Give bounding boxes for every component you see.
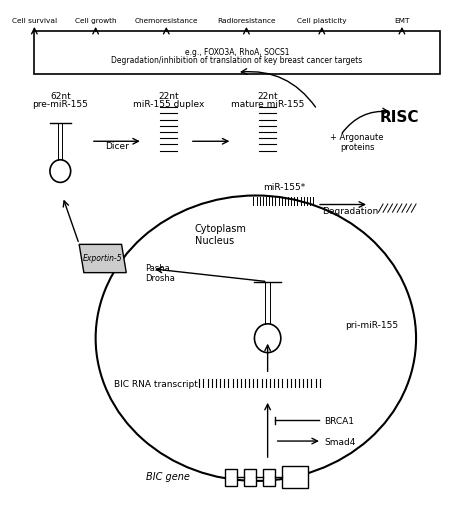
- Text: 22nt: 22nt: [257, 92, 278, 101]
- Text: 22nt: 22nt: [158, 92, 179, 101]
- FancyBboxPatch shape: [244, 469, 256, 486]
- FancyBboxPatch shape: [263, 469, 275, 486]
- Text: Cell growth: Cell growth: [75, 18, 117, 24]
- FancyBboxPatch shape: [282, 466, 308, 489]
- FancyBboxPatch shape: [225, 469, 237, 486]
- Text: Radioresistance: Radioresistance: [217, 18, 276, 24]
- Text: Cytoplasm: Cytoplasm: [195, 224, 246, 234]
- Text: mature miR-155: mature miR-155: [231, 100, 304, 109]
- Text: Pasha: Pasha: [145, 264, 170, 273]
- Text: Degradation/inhibition of translation of key breast cancer targets: Degradation/inhibition of translation of…: [111, 56, 363, 65]
- Text: miR-155*: miR-155*: [263, 183, 305, 192]
- Text: + Argonaute
proteins: + Argonaute proteins: [330, 133, 384, 153]
- Text: BRCA1: BRCA1: [324, 417, 354, 426]
- Text: Drosha: Drosha: [145, 273, 175, 282]
- Text: pri-miR-155: pri-miR-155: [346, 321, 399, 330]
- Text: miR-155 duplex: miR-155 duplex: [133, 100, 204, 109]
- Text: Dicer: Dicer: [105, 142, 129, 151]
- Text: Degradation: Degradation: [322, 207, 378, 216]
- Text: BIC gene: BIC gene: [146, 472, 190, 482]
- FancyBboxPatch shape: [35, 31, 439, 74]
- Text: Cell survival: Cell survival: [12, 18, 57, 24]
- Text: 62nt: 62nt: [50, 92, 71, 101]
- Text: pre-miR-155: pre-miR-155: [32, 100, 88, 109]
- Text: Exportin-5: Exportin-5: [83, 254, 122, 263]
- Text: BIC RNA transcript: BIC RNA transcript: [115, 380, 198, 389]
- Text: Chemoresistance: Chemoresistance: [135, 18, 198, 24]
- Text: EMT: EMT: [394, 18, 410, 24]
- Text: Smad4: Smad4: [324, 437, 356, 447]
- Polygon shape: [79, 245, 126, 272]
- Text: e.g., FOXO3A, RhoA, SOCS1: e.g., FOXO3A, RhoA, SOCS1: [185, 48, 289, 57]
- Text: Nucleus: Nucleus: [195, 236, 234, 246]
- Text: RISC: RISC: [380, 110, 419, 125]
- Text: Cell plasticity: Cell plasticity: [297, 18, 346, 24]
